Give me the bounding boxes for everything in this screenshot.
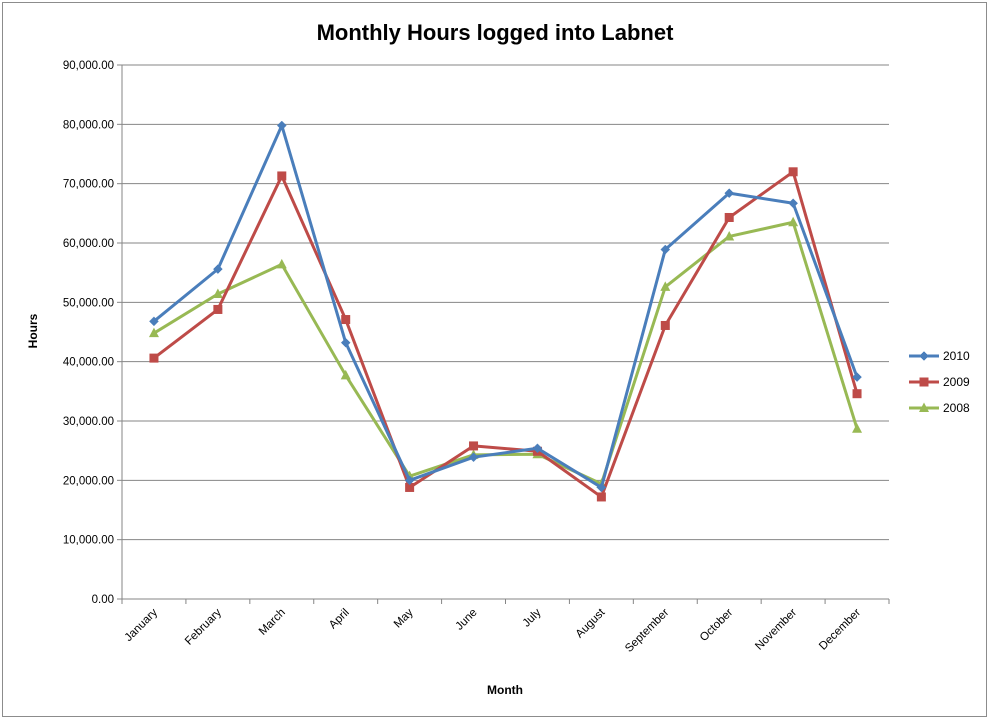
legend-item-2008: 2008: [909, 401, 970, 415]
y-tick-label: 30,000.00: [63, 416, 114, 428]
data-point-2009: [469, 441, 479, 451]
data-point-2010: [340, 337, 351, 348]
x-tick-label: August: [574, 606, 608, 640]
legend-marker: [919, 402, 929, 412]
x-tick-label: April: [327, 607, 352, 632]
y-tick-label: 60,000.00: [63, 238, 114, 250]
legend: 2010 2009 2008: [909, 349, 970, 415]
data-point-2010: [404, 475, 415, 486]
data-point-2009: [149, 353, 159, 363]
y-axis-ticks: 0.00 10,000.00 20,000.00 30,000.00 40,000.00…: [63, 60, 122, 606]
chart-title: Monthly Hours logged into Labnet: [317, 20, 675, 45]
gridlines: [122, 64, 889, 541]
data-point-2009: [341, 315, 351, 325]
y-tick-label: 80,000.00: [63, 119, 114, 131]
legend-label: 2010: [943, 349, 970, 363]
data-point-2009: [724, 212, 734, 222]
data-point-2008: [340, 369, 351, 380]
series-line-2008: [153, 220, 859, 486]
legend-item-2010: 2010: [909, 349, 970, 363]
data-point-2008: [148, 327, 159, 338]
data-point-2009: [660, 320, 670, 330]
data-point-2009: [277, 171, 287, 181]
data-point-2010: [532, 443, 543, 454]
data-point-2010: [724, 188, 735, 199]
x-tick-label: May: [392, 606, 416, 630]
data-point-2009: [213, 304, 223, 314]
x-axis-ticks: January February March April May June July Augu…: [121, 599, 890, 655]
y-tick-label: 40,000.00: [63, 357, 114, 369]
y-tick-label: 20,000.00: [63, 475, 114, 487]
data-point-2010: [788, 198, 798, 209]
x-tick-label: March: [257, 607, 288, 638]
x-tick-label: January: [123, 606, 161, 644]
legend-label: 2009: [943, 375, 970, 389]
y-axis-title: Hours: [26, 313, 40, 348]
x-tick-label: November: [753, 607, 799, 653]
data-point-2010: [213, 264, 223, 274]
data-point-2008: [724, 230, 735, 241]
legend-marker: [919, 351, 929, 361]
data-point-2009: [596, 492, 606, 502]
data-point-2009: [405, 482, 415, 492]
data-point-2008: [276, 258, 287, 269]
legend-item-2009: 2009: [909, 375, 970, 389]
legend-marker: [919, 377, 929, 387]
data-point-2010: [852, 372, 862, 382]
series-group: [148, 120, 863, 502]
series-line-2009: [153, 170, 859, 499]
data-point-2010: [596, 482, 607, 493]
y-tick-label: 50,000.00: [63, 297, 114, 309]
data-point-2008: [852, 423, 863, 433]
axes: [121, 65, 889, 600]
y-tick-label: 0.00: [92, 594, 114, 606]
data-point-2010: [276, 120, 287, 131]
y-tick-label: 10,000.00: [63, 535, 114, 547]
data-point-2010: [149, 316, 159, 327]
data-point-2010: [468, 452, 479, 463]
legend-label: 2008: [943, 401, 970, 415]
data-point-2008: [212, 288, 223, 299]
data-point-2009: [788, 167, 798, 177]
y-tick-label: 70,000.00: [63, 179, 114, 191]
data-point-2008: [788, 216, 799, 227]
x-tick-label: June: [454, 607, 480, 633]
x-tick-label: October: [698, 607, 736, 645]
data-point-2009: [852, 389, 862, 399]
data-point-2008: [660, 281, 671, 291]
x-tick-label: July: [521, 606, 544, 629]
x-tick-label: December: [817, 607, 863, 653]
y-tick-label: 90,000.00: [63, 60, 114, 72]
x-tick-label: February: [183, 606, 224, 647]
data-point-2010: [660, 244, 671, 255]
series-line-2010: [153, 124, 859, 489]
x-axis-title: Month: [487, 683, 523, 697]
x-tick-label: September: [623, 607, 671, 655]
series-2010: [149, 120, 862, 493]
